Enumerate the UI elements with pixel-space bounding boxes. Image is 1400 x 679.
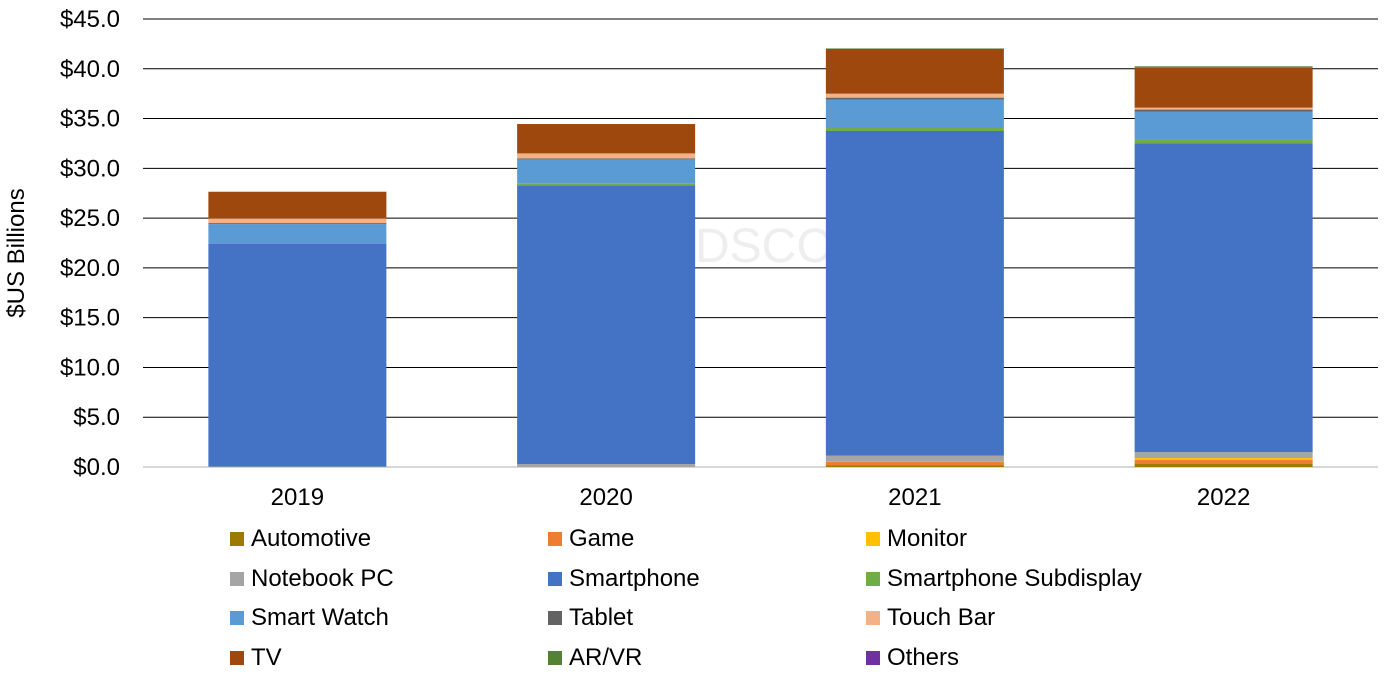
legend-label: Game [569,525,635,552]
legend-item: Notebook PC [230,564,394,594]
legend-swatch [230,651,244,665]
y-tick-label: $30.0 [60,155,120,182]
legend-item: Others [866,643,959,673]
bar-segment [1134,109,1313,112]
bar-segment [208,218,387,224]
legend-swatch [548,651,562,665]
x-tick-label: 2019 [271,484,324,511]
x-tick-label: 2021 [888,484,941,511]
y-tick-label: $25.0 [60,205,120,232]
x-tick-label: 2022 [1197,484,1250,511]
bar-segment [1134,458,1313,461]
bar-segment [1134,143,1313,453]
bar-segment [517,159,696,184]
bar-segment [208,243,387,467]
bar-segment [1134,107,1313,110]
bar-stack-2021 [825,48,1004,467]
bar-segment [825,461,1004,463]
bar-segment [825,99,1004,128]
y-tick-label: $0.0 [73,454,120,481]
bar-segment [517,464,696,467]
bar-segment [825,131,1004,456]
legend-item: TV [230,643,282,673]
bar-segment [208,466,387,468]
legend-label: TV [251,644,282,671]
legend-swatch [866,651,880,665]
bar-segment [825,97,1004,100]
bar-segment [825,465,1004,467]
bar-segment [1134,67,1313,108]
legend-label: Notebook PC [251,565,394,592]
y-tick-label: $20.0 [60,255,120,282]
bar-stack-2022 [1134,66,1313,467]
legend-swatch [866,572,880,586]
bar-segment [1134,139,1313,144]
bar-stacks [208,48,1313,468]
legend-label: Tablet [569,604,634,631]
legend-item: Automotive [230,524,371,554]
bar-segment [517,124,696,154]
bar-segment [517,183,696,186]
bar-segment [208,224,387,243]
legend-swatch [866,532,880,546]
legend-label: Smart Watch [251,604,389,631]
bar-segment [208,223,387,225]
legend-swatch [230,572,244,586]
bar-segment [1134,452,1313,459]
bar-segment [825,93,1004,98]
bar-segment [208,191,387,219]
legend-label: AR/VR [569,644,643,671]
bar-segment [825,462,1004,466]
legend-swatch [548,532,562,546]
bar-segment [825,48,1004,49]
legend-item: AR/VR [548,643,642,673]
legend-swatch [230,532,244,546]
legend-item: Smart Watch [230,603,389,633]
bar-segment [1134,66,1313,68]
bar-stack-2020 [517,124,696,467]
y-tick-label: $15.0 [60,305,120,332]
legend-swatch [548,611,562,625]
bar-segment [825,127,1004,131]
legend-swatch [548,572,562,586]
bar-segment [517,185,696,465]
legend-swatch [230,611,244,625]
legend-item: Smartphone Subdisplay [866,564,1142,594]
legend-label: Automotive [251,525,372,552]
legend-item: Smartphone [548,564,700,594]
legend-label: Touch Bar [887,604,996,631]
y-tick-label: $10.0 [60,354,120,381]
legend-item: Game [548,524,634,554]
legend-item: Monitor [866,524,967,554]
bar-segment [517,153,696,159]
y-tick-label: $40.0 [60,56,120,83]
bar-segment [1134,460,1313,465]
bar-stack-2019 [208,191,387,468]
y-tick-label: $45.0 [60,6,120,33]
legend-label: Smartphone [569,565,700,592]
bar-segment [517,158,696,160]
bar-segment [208,243,387,244]
x-axis-tick-labels: 2019 2020 2021 2022 [271,484,1251,511]
legend-label: Smartphone Subdisplay [887,565,1142,592]
legend-item: Tablet [548,603,633,633]
legend-label: Others [887,644,960,671]
bar-segment [825,48,1004,94]
legend-label: Monitor [887,525,968,552]
y-tick-label: $5.0 [73,404,120,431]
legend-item: Touch Bar [866,603,995,633]
bar-segment [825,455,1004,462]
x-tick-label: 2020 [579,484,632,511]
watermark-text: DSCC [695,220,831,273]
bar-segment [1134,111,1313,140]
y-axis-tick-labels: $0.0 $5.0 $10.0 $15.0 $20.0 $25.0 $30.0 $35.0 $4… [60,6,120,481]
legend-swatch [866,611,880,625]
y-tick-label: $35.0 [60,106,120,133]
bar-segment [1134,464,1313,467]
y-axis-label: $US Billions [3,188,30,317]
